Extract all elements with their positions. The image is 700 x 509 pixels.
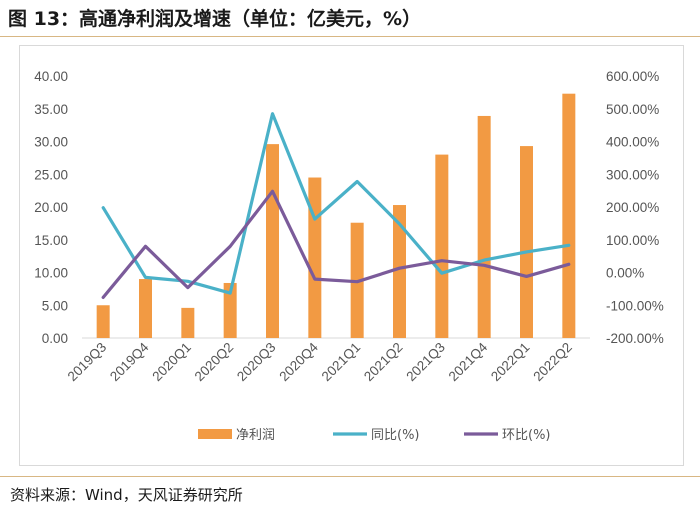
y-right-tick-label: 500.00% bbox=[606, 102, 659, 117]
y-left-tick-label: 40.00 bbox=[34, 69, 68, 84]
title-divider bbox=[0, 36, 700, 37]
y-left-tick-label: 5.00 bbox=[42, 298, 68, 313]
bar-net-profit bbox=[435, 154, 449, 338]
line-yoy bbox=[101, 112, 571, 295]
y-left-tick-label: 15.00 bbox=[34, 233, 68, 248]
x-tick-label: 2020Q1 bbox=[149, 340, 194, 385]
x-tick-label: 2020Q4 bbox=[276, 339, 321, 384]
bar-net-profit bbox=[96, 305, 110, 338]
x-tick-label: 2022Q2 bbox=[530, 340, 575, 385]
y-right-tick-label: -100.00% bbox=[606, 298, 664, 313]
legend-net-profit-label: 净利润 bbox=[236, 428, 275, 443]
source-note: 资料来源：Wind，天风证券研究所 bbox=[10, 486, 243, 504]
footer-divider bbox=[0, 476, 700, 477]
bar-net-profit bbox=[181, 307, 195, 338]
x-tick-label: 2019Q4 bbox=[107, 339, 152, 384]
y-left-tick-label: 35.00 bbox=[34, 102, 68, 117]
y-left-tick-label: 10.00 bbox=[34, 266, 68, 281]
bar-net-profit bbox=[266, 144, 279, 338]
bar-net-profit bbox=[562, 93, 576, 338]
bar-net-profit bbox=[477, 115, 491, 338]
x-tick-label: 2021Q4 bbox=[446, 339, 491, 384]
x-tick-label: 2021Q1 bbox=[319, 340, 364, 385]
x-tick-label: 2020Q2 bbox=[192, 340, 237, 385]
bar-net-profit bbox=[223, 282, 237, 338]
y-left-tick-label: 30.00 bbox=[34, 135, 68, 150]
y-right-tick-label: 600.00% bbox=[606, 69, 659, 84]
x-tick-label: 2020Q3 bbox=[234, 340, 279, 385]
x-tick-label: 2021Q2 bbox=[361, 340, 406, 385]
y-left-tick-label: 25.00 bbox=[34, 167, 68, 182]
y-right-tick-label: -200.00% bbox=[606, 331, 664, 346]
y-right-tick-label: 200.00% bbox=[606, 200, 659, 215]
x-tick-label: 2019Q3 bbox=[65, 340, 110, 385]
line-qoq bbox=[101, 189, 571, 299]
bar-net-profit bbox=[308, 177, 322, 338]
bar-net-profit bbox=[393, 205, 406, 338]
legend-yoy-label: 同比(%) bbox=[371, 428, 420, 443]
y-right-tick-label: 0.00% bbox=[606, 266, 644, 281]
x-tick-label: 2021Q3 bbox=[403, 340, 448, 385]
y-left-tick-label: 20.00 bbox=[34, 200, 68, 215]
y-right-tick-label: 100.00% bbox=[606, 233, 659, 248]
bar-net-profit bbox=[139, 279, 152, 338]
chart-frame: 0.00 5.00 10.00 15.00 20.00 25.00 30.00 35.00 40… bbox=[19, 45, 684, 466]
legend-qoq-label: 环比(%) bbox=[502, 428, 551, 443]
figure-title: 图 13：高通净利润及增速（单位：亿美元，%） bbox=[8, 8, 422, 30]
legend-net-profit-swatch bbox=[198, 429, 232, 439]
y-left-tick-label: 0.00 bbox=[42, 331, 68, 346]
combo-chart: 0.00 5.00 10.00 15.00 20.00 25.00 30.00 35.00 40… bbox=[34, 69, 664, 443]
bar-net-profit bbox=[520, 146, 533, 338]
y-right-tick-label: 400.00% bbox=[606, 135, 659, 150]
y-right-tick-label: 300.00% bbox=[606, 167, 659, 182]
x-tick-label: 2022Q1 bbox=[488, 340, 533, 385]
